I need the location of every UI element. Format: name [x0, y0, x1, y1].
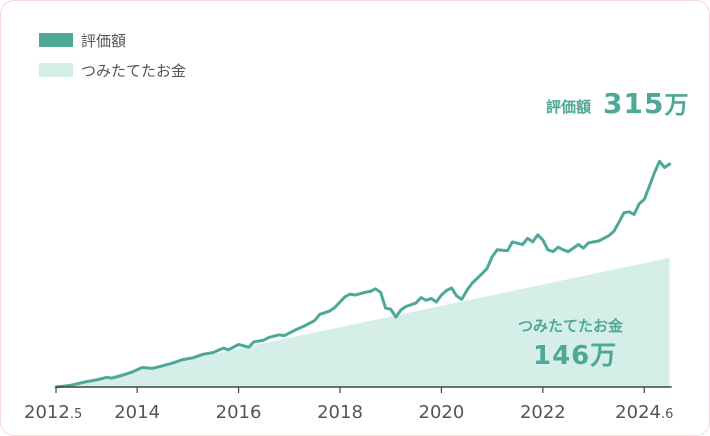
legend-swatch-contribution	[39, 63, 73, 77]
evaluation-annotation-label: 評価額	[546, 98, 591, 116]
x-tick-label: 2020	[419, 402, 465, 423]
legend-item-contribution: つみたてたお金	[39, 55, 186, 85]
evaluation-annotation-unit: 万	[664, 91, 688, 119]
x-tick-label: 2024.6	[615, 402, 673, 423]
x-tick-label: 2022	[520, 402, 566, 423]
legend-label-evaluation: 評価額	[81, 31, 127, 50]
x-tick-label-year: 2012	[24, 402, 70, 423]
x-tick-label: 2014	[114, 402, 160, 423]
x-tick-label-year: 2014	[114, 402, 160, 423]
contribution-annotation-label: つみたてたお金	[518, 317, 624, 335]
legend-swatch-evaluation	[39, 33, 73, 47]
legend-item-evaluation: 評価額	[39, 25, 186, 55]
x-tick-label-year: 2022	[520, 402, 566, 423]
contribution-annotation-amount: 146万	[533, 341, 617, 371]
x-axis-ticks: 2012.5 2014 2016 2018 2020 2022 2024.6	[24, 387, 673, 423]
x-tick-label-month: .6	[661, 407, 673, 422]
x-tick-label-year: 2024	[615, 402, 661, 423]
x-tick-label-year: 2016	[216, 402, 262, 423]
x-tick-label: 2016	[216, 402, 262, 423]
x-tick-label: 2012.5	[24, 402, 82, 423]
evaluation-annotation-value: 315	[603, 87, 664, 120]
x-tick-label: 2018	[317, 402, 363, 423]
legend: 評価額 つみたてたお金	[39, 25, 186, 85]
x-tick-label-month: .5	[70, 407, 82, 422]
evaluation-line	[54, 159, 672, 389]
legend-label-contribution: つみたてたお金	[81, 61, 187, 80]
evaluation-annotation-amount: 315万	[603, 87, 688, 120]
contribution-annotation-value: 146	[533, 341, 590, 371]
x-tick-label-year: 2018	[317, 402, 363, 423]
x-tick-label-year: 2020	[419, 402, 465, 423]
contribution-annotation-unit: 万	[590, 341, 617, 371]
